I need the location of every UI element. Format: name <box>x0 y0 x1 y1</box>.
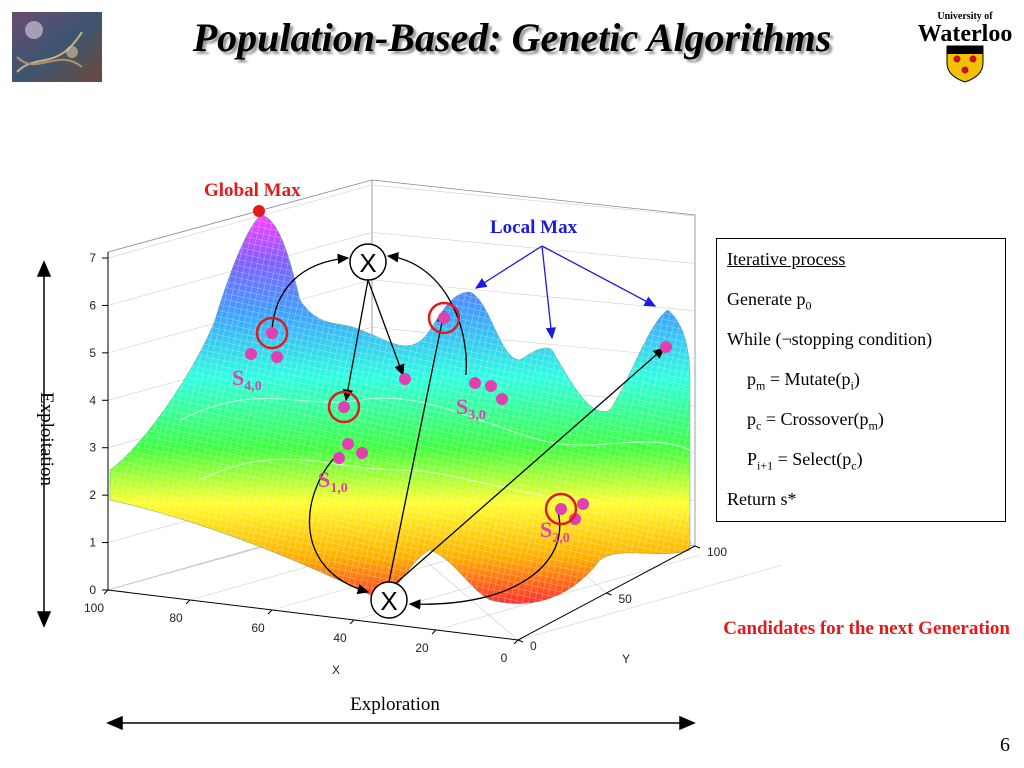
university-logo: University of Waterloo <box>918 11 1013 83</box>
z-tick-label: 7 <box>89 251 96 265</box>
x-tick-label: 60 <box>251 621 265 635</box>
tick-mark <box>517 639 524 643</box>
x-axis-label: X <box>332 663 340 677</box>
x-tick-label: 20 <box>415 641 429 655</box>
global-max-point <box>253 205 265 217</box>
exploitation-arrow <box>36 260 52 628</box>
tick-mark <box>267 609 273 615</box>
global-max-label: Global Max <box>204 180 301 201</box>
population-label-s4: S4,0 <box>232 365 262 394</box>
exploitation-label: Exploitation <box>36 392 57 486</box>
z-tick-label: 3 <box>89 441 96 455</box>
grid-line <box>435 554 701 631</box>
local-max-arrows <box>474 245 657 340</box>
process-return: Return s* <box>727 489 797 509</box>
z-tick-label: 2 <box>89 488 96 502</box>
local-max-label: Local Max <box>490 217 578 238</box>
z-tick-label: 5 <box>89 346 96 360</box>
grid-line <box>371 279 696 312</box>
candidates-next-generation-label: Candidates for the next Generation <box>723 618 1010 639</box>
grid-line <box>107 184 373 259</box>
process-while: While (¬stopping condition) <box>727 329 933 349</box>
exploration-arrow <box>106 715 696 731</box>
process-mutate: pm = Mutate(pi) <box>747 369 860 393</box>
process-select: Pi+1 = Select(pc) <box>747 449 863 473</box>
z-tick-label: 4 <box>89 393 96 407</box>
z-tick-label: 1 <box>89 536 96 550</box>
x-tick-label: 100 <box>84 601 104 615</box>
x-tick-label: 0 <box>501 651 508 665</box>
y-tick-label: 50 <box>619 592 633 606</box>
selected-candidate-rings <box>255 301 578 526</box>
population-label-s2: S2,0 <box>540 517 570 546</box>
z-tick-label: 0 <box>89 583 96 597</box>
tick-mark <box>431 629 437 635</box>
tick-mark <box>694 545 701 549</box>
grid-line <box>371 232 696 264</box>
x-axis-ticks: 100 80 60 40 20 0 <box>84 589 519 665</box>
tick-mark <box>185 599 191 605</box>
tick-mark <box>606 592 612 596</box>
logo-line1: University of <box>937 11 993 22</box>
tick-mark <box>349 619 355 625</box>
y-tick-label: 100 <box>707 545 727 559</box>
grid-line <box>371 184 696 217</box>
tick-mark <box>513 639 519 645</box>
tick-mark <box>103 589 109 595</box>
process-heading: Iterative process <box>727 249 846 269</box>
page-number: 6 <box>1000 734 1010 756</box>
exploration-label: Exploration <box>350 694 440 715</box>
crossover-symbol: X <box>359 248 376 278</box>
logo-line2: Waterloo <box>918 21 1013 47</box>
iterative-process-box: Iterative process Generate p0 While (¬st… <box>716 238 1006 522</box>
page-title: Population-Based: Genetic Algorithms <box>192 15 832 60</box>
population-label-s3: S3,0 <box>456 394 486 423</box>
x-tick-label: 80 <box>169 611 183 625</box>
population-points <box>245 312 672 525</box>
x-tick-label: 40 <box>333 631 347 645</box>
y-tick-label: 0 <box>530 639 537 653</box>
process-arrows <box>271 252 665 610</box>
process-crossover: pc = Crossover(pm) <box>747 409 884 433</box>
y-axis-ticks: 0 50 100 <box>517 545 727 653</box>
population-label-s1: S1,0 <box>318 467 348 496</box>
z-tick-label: 6 <box>89 298 96 312</box>
z-axis-ticks: 0 1 2 3 4 5 6 7 <box>89 251 108 597</box>
dna-image <box>12 12 102 82</box>
exploitation-label-wrap: Exploitation <box>6 378 86 498</box>
mutation-symbol: X <box>380 586 397 616</box>
process-generate: Generate p0 <box>727 289 812 313</box>
grid-line <box>517 564 783 641</box>
y-axis-label: Y <box>622 652 630 666</box>
